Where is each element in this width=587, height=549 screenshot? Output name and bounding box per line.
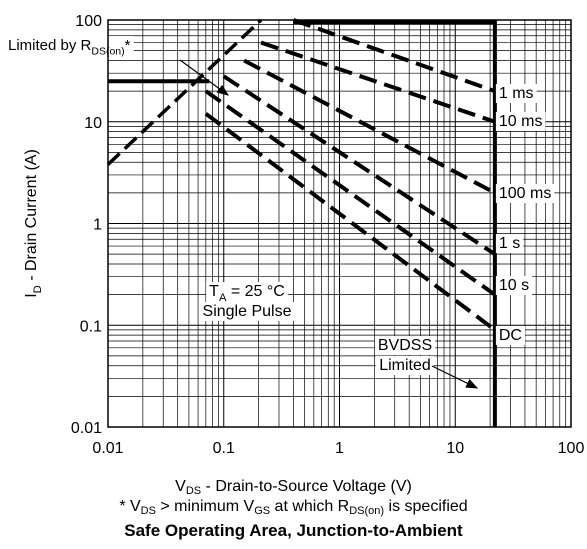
series-line-10-s bbox=[204, 89, 497, 297]
series-label-bg bbox=[495, 112, 546, 131]
series-label-bg bbox=[495, 234, 524, 253]
x-tick-label: 100 bbox=[558, 440, 585, 457]
series-label: 10 s bbox=[499, 277, 529, 294]
y-tick-label: 100 bbox=[75, 13, 102, 30]
plot-marks bbox=[106, 18, 497, 427]
rds-limit-annotation-bg bbox=[5, 36, 134, 59]
series-line-10-ms bbox=[260, 40, 496, 124]
plot-labels: 0.01 0.1 1 10 100 0.01 0.1 1 10 100 ID - Drain Cur… bbox=[5, 13, 584, 457]
chart-title: Safe Operating Area, Junction-to-Ambient bbox=[124, 521, 463, 540]
y-tick-label: 0.1 bbox=[80, 318, 102, 335]
series-line-1-ms bbox=[292, 18, 496, 94]
series-label-bg bbox=[495, 276, 533, 295]
x-tick-label: 10 bbox=[446, 440, 464, 457]
series-label: 10 ms bbox=[499, 113, 543, 130]
conditions-label-2-bg bbox=[199, 302, 295, 321]
series-line-DC bbox=[204, 112, 497, 332]
x-axis-label: VDS - Drain-to-Source Voltage (V) bbox=[175, 478, 412, 497]
series-label: 100 ms bbox=[499, 185, 551, 202]
bvdss-label-2-bg bbox=[376, 356, 434, 375]
rds-on-limit-line bbox=[106, 18, 263, 166]
x-tick-label: 1 bbox=[335, 440, 344, 457]
series-label: 1 ms bbox=[499, 85, 534, 102]
plot-frame bbox=[107, 19, 572, 428]
conditions-label: TA = 25 °C bbox=[209, 283, 285, 304]
x-tick-label: 0.01 bbox=[92, 440, 123, 457]
bvdss-label-2: Limited bbox=[379, 357, 431, 374]
bvdss-label-bg bbox=[374, 336, 436, 355]
x-tick-label: 0.1 bbox=[213, 440, 235, 457]
series-label-bg bbox=[495, 184, 555, 203]
y-tick-label: 1 bbox=[93, 217, 102, 234]
series-label-bg bbox=[495, 84, 537, 103]
conditions-label-2: Single Pulse bbox=[203, 303, 292, 320]
series-label-bg bbox=[495, 326, 525, 345]
conditions-label-bg bbox=[206, 282, 288, 305]
y-tick-label: 10 bbox=[84, 115, 102, 132]
series-line-100-ms bbox=[243, 58, 496, 195]
footnote: * VDS > minimum VGS at which RDS(on) is … bbox=[119, 498, 468, 517]
series-label: DC bbox=[499, 327, 522, 344]
bvdss-label: BVDSS bbox=[378, 337, 432, 354]
rds-limit-arrow bbox=[179, 59, 229, 96]
y-axis-label: ID - Drain Current (A) bbox=[23, 149, 44, 298]
series-label: 1 s bbox=[499, 235, 520, 252]
y-tick-label: 0.01 bbox=[71, 420, 102, 437]
bvdss-arrow bbox=[431, 365, 479, 389]
series-line-1-s bbox=[222, 74, 496, 256]
